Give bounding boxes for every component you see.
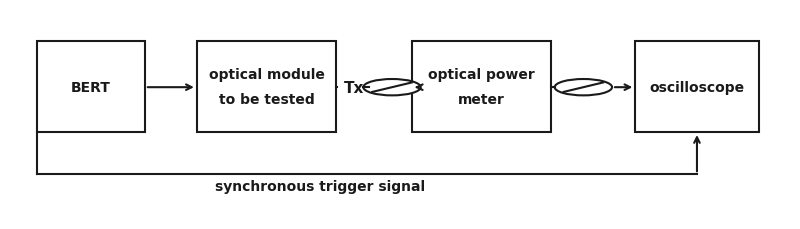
Bar — [412, 42, 551, 133]
Bar — [197, 42, 336, 133]
Text: optical power: optical power — [428, 68, 535, 82]
Text: meter: meter — [458, 93, 505, 107]
Text: oscilloscope: oscilloscope — [650, 80, 745, 94]
Text: synchronous trigger signal: synchronous trigger signal — [215, 179, 426, 193]
Bar — [635, 42, 758, 133]
Bar — [38, 42, 145, 133]
Circle shape — [363, 80, 421, 96]
Text: optical module: optical module — [209, 68, 325, 82]
Text: Tx: Tx — [344, 80, 365, 95]
Text: BERT: BERT — [71, 80, 111, 94]
Text: to be tested: to be tested — [218, 93, 314, 107]
Circle shape — [554, 80, 612, 96]
